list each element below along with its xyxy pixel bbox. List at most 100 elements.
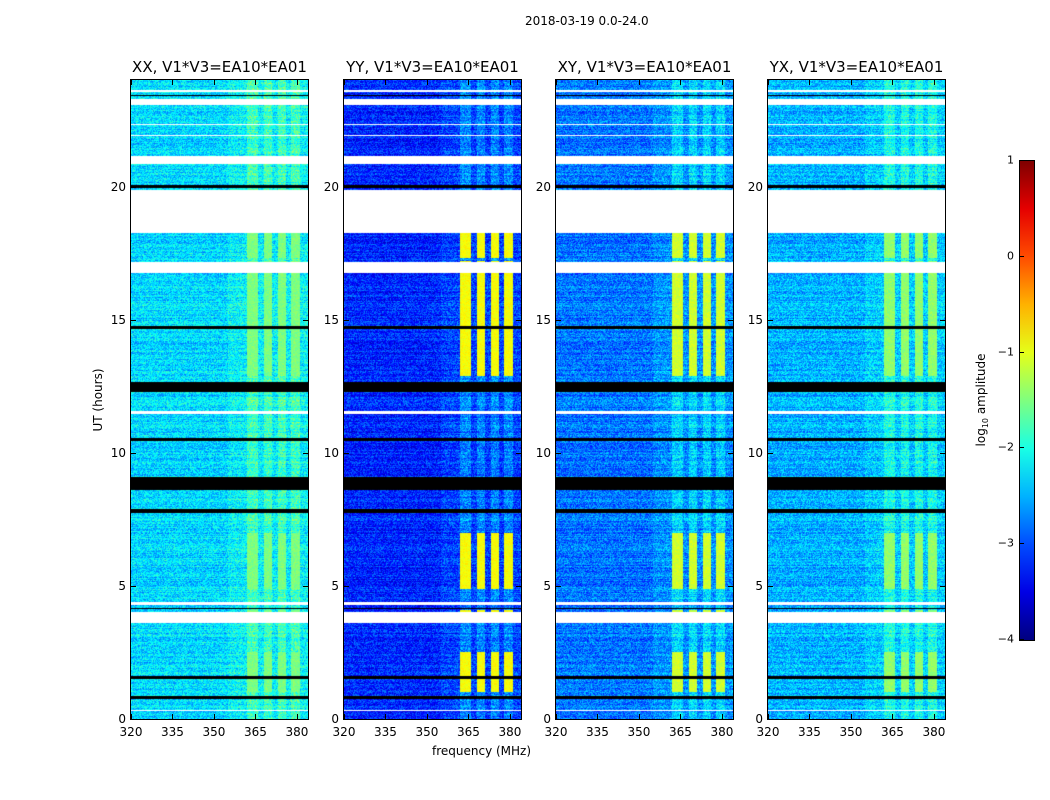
y-tick-label: 5 (331, 578, 339, 593)
x-tick-mark (344, 80, 345, 85)
x-tick-mark (213, 714, 215, 719)
x-tick-label: 350 (202, 725, 226, 739)
y-tick-mark (516, 585, 521, 587)
x-tick-label: 365 (244, 725, 267, 739)
x-tick-label: 365 (457, 725, 480, 739)
y-tick-mark (556, 585, 561, 587)
x-tick-mark (385, 714, 387, 719)
heatmap-image (556, 80, 733, 719)
y-tick-mark (556, 719, 561, 720)
heatmap-panel-xy (555, 79, 734, 720)
x-tick-label: 350 (415, 725, 439, 739)
colorbar-label: log10 amplitude (974, 354, 990, 447)
colorbar-tick-label: −1 (997, 345, 1014, 359)
y-tick-mark (728, 319, 733, 321)
x-tick-mark (131, 714, 132, 719)
x-tick-label: 320 (544, 725, 568, 739)
panel-title: XY, V1*V3=EA10*EA01 (557, 58, 732, 76)
panel-title: YY, V1*V3=EA10*EA01 (346, 58, 519, 76)
panel-title: YX, V1*V3=EA10*EA01 (769, 58, 944, 76)
colorbar-tick-mark (1020, 351, 1024, 353)
y-tick-label: 10 (747, 445, 763, 460)
y-tick-mark (344, 186, 349, 188)
x-tick-mark (680, 80, 682, 85)
x-tick-mark (344, 714, 345, 719)
x-tick-mark (892, 714, 894, 719)
y-tick-mark (303, 319, 308, 321)
x-tick-mark (721, 714, 723, 719)
x-tick-mark (468, 80, 470, 85)
x-tick-label: 335 (161, 725, 184, 739)
colorbar-tick-mark (1020, 639, 1024, 640)
y-tick-mark (940, 719, 945, 720)
y-tick-mark (768, 186, 773, 188)
y-tick-label: 15 (110, 312, 126, 327)
x-tick-label: 365 (881, 725, 904, 739)
y-tick-label: 15 (535, 312, 551, 327)
y-tick-label: 20 (535, 179, 551, 194)
x-tick-label: 380 (498, 725, 522, 739)
x-tick-mark (768, 714, 769, 719)
y-tick-mark (768, 585, 773, 587)
x-tick-mark (597, 80, 599, 85)
x-tick-mark (509, 80, 511, 85)
colorbar-label-sub: 10 (981, 417, 991, 429)
y-tick-mark (728, 186, 733, 188)
y-tick-mark (303, 452, 308, 454)
y-tick-mark (728, 585, 733, 587)
x-tick-mark (296, 714, 298, 719)
x-tick-mark (468, 714, 470, 719)
x-tick-mark (213, 80, 215, 85)
y-tick-mark (516, 452, 521, 454)
colorbar-tick-mark (1020, 255, 1024, 257)
y-tick-mark (768, 319, 773, 321)
x-tick-label: 335 (798, 725, 821, 739)
colorbar-tick-label: 1 (1007, 153, 1014, 167)
y-tick-mark (344, 452, 349, 454)
y-tick-mark (131, 585, 136, 587)
x-tick-label: 380 (922, 725, 946, 739)
y-tick-mark (940, 585, 945, 587)
x-tick-mark (172, 80, 174, 85)
colorbar-tick-label: 0 (1007, 249, 1014, 263)
x-tick-mark (597, 714, 599, 719)
heatmap-panel-xx (130, 79, 309, 720)
x-tick-mark (556, 714, 557, 719)
y-tick-label: 15 (747, 312, 763, 327)
y-tick-mark (131, 719, 136, 720)
x-tick-mark (509, 714, 511, 719)
y-tick-label: 20 (110, 179, 126, 194)
y-tick-label: 20 (747, 179, 763, 194)
y-tick-mark (768, 719, 773, 720)
x-tick-mark (638, 80, 640, 85)
y-tick-label: 5 (118, 578, 126, 593)
x-tick-mark (131, 80, 132, 85)
x-tick-label: 350 (627, 725, 651, 739)
x-tick-label: 380 (710, 725, 734, 739)
y-tick-mark (131, 452, 136, 454)
x-tick-label: 380 (285, 725, 309, 739)
y-tick-mark (516, 186, 521, 188)
y-tick-mark (344, 719, 349, 720)
y-tick-label: 5 (755, 578, 763, 593)
x-tick-mark (385, 80, 387, 85)
heatmap-image (768, 80, 945, 719)
y-axis-label: UT (hours) (91, 368, 105, 432)
y-tick-label: 10 (323, 445, 339, 460)
y-tick-mark (556, 186, 561, 188)
heatmap-panel-yx (767, 79, 946, 720)
y-tick-mark (556, 452, 561, 454)
x-tick-mark (809, 714, 811, 719)
y-tick-label: 15 (323, 312, 339, 327)
y-tick-label: 0 (543, 712, 551, 726)
x-tick-label: 320 (119, 725, 143, 739)
y-tick-label: 0 (118, 712, 126, 726)
x-tick-mark (933, 80, 935, 85)
panel-title: XX, V1*V3=EA10*EA01 (132, 58, 307, 76)
y-tick-mark (940, 452, 945, 454)
x-tick-mark (172, 714, 174, 719)
colorbar-tick-label: −4 (997, 632, 1014, 646)
y-tick-label: 0 (755, 712, 763, 726)
y-tick-mark (516, 319, 521, 321)
